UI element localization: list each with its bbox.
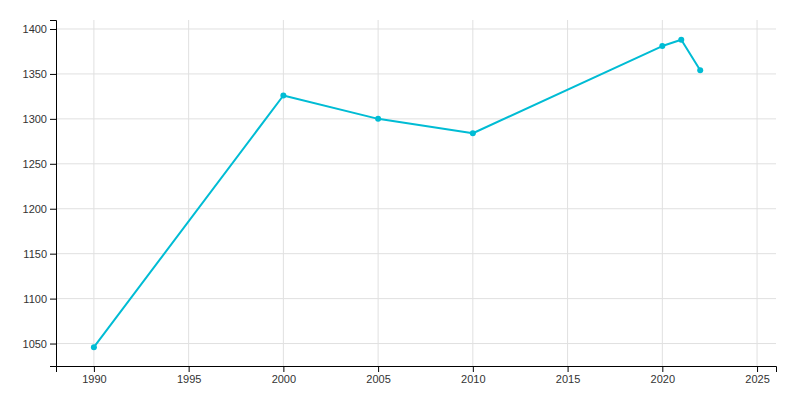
marks (91, 37, 703, 350)
plot: 1990 1995 2000 2005 2010 2015 2020 2025 1050 1100… (23, 20, 777, 385)
y-tick-label: 1200 (23, 203, 47, 215)
x-tick-label: 1990 (82, 373, 106, 385)
x-tick: 2025 (745, 366, 769, 385)
point (91, 344, 97, 350)
x-tick-label: 2005 (366, 373, 390, 385)
y-tick-label: 1150 (23, 248, 47, 260)
y-grid-line (56, 298, 776, 299)
x-grid-line (472, 20, 473, 366)
x-tick-mark (473, 366, 474, 372)
x-tick-label: 2015 (556, 373, 580, 385)
x-grid-line (93, 20, 94, 366)
y-tick-label: 1400 (23, 23, 47, 35)
y-tick: 1050 (23, 338, 56, 350)
y-tick-mark (50, 344, 56, 345)
y-tick-mark (50, 254, 56, 255)
x-grid-line (378, 20, 379, 366)
point (280, 92, 286, 98)
y-axis-line (50, 21, 57, 367)
x-grid-line (757, 20, 758, 366)
y-tick: 1350 (23, 68, 56, 80)
y-tick: 1150 (23, 248, 56, 260)
x-tick: 1990 (82, 366, 106, 385)
chart: 1990 1995 2000 2005 2010 2015 2020 2025 1050 1100… (0, 0, 800, 400)
y-tick: 1300 (23, 113, 56, 125)
x-tick-label: 2025 (745, 373, 769, 385)
x-axis-line (57, 367, 777, 373)
x-axis: 1990 1995 2000 2005 2010 2015 2020 2025 (57, 366, 777, 385)
x-tick: 1995 (177, 366, 201, 385)
x-grid-line (188, 20, 189, 366)
x-tick-mark (378, 366, 379, 372)
x-grid-line (662, 20, 663, 366)
y-tick-label: 1250 (23, 158, 47, 170)
x-tick: 2000 (272, 366, 296, 385)
y-tick-mark (50, 74, 56, 75)
y-tick-label: 1350 (23, 68, 47, 80)
y-tick-label: 1100 (23, 293, 47, 305)
y-tick: 1200 (23, 203, 56, 215)
point (697, 67, 703, 73)
x-tick-mark (189, 366, 190, 372)
x-tick-label: 2010 (461, 373, 485, 385)
y-tick-label: 1300 (23, 113, 47, 125)
y-tick: 1400 (23, 23, 56, 35)
y-grid-line (56, 28, 776, 29)
x-tick-label: 1995 (177, 373, 201, 385)
y-tick: 1100 (23, 293, 56, 305)
point (470, 130, 476, 136)
x-tick-mark (662, 366, 663, 372)
x-grid-line (567, 20, 568, 366)
x-tick-mark (283, 366, 284, 372)
y-grid-line (56, 163, 776, 164)
y-grid-line (56, 73, 776, 74)
y-tick-mark (50, 164, 56, 165)
y-tick-mark (50, 209, 56, 210)
y-tick-mark (50, 29, 56, 30)
x-tick: 2015 (556, 366, 580, 385)
x-tick-mark (568, 366, 569, 372)
point (375, 116, 381, 122)
y-tick-mark (50, 299, 56, 300)
y-grid-line (56, 343, 776, 344)
y-grid-line (56, 118, 776, 119)
x-tick: 2010 (461, 366, 485, 385)
y-tick-label: 1050 (23, 338, 47, 350)
point (678, 37, 684, 43)
x-tick-label: 2020 (651, 373, 675, 385)
x-tick-mark (757, 366, 758, 372)
x-tick-mark (94, 366, 95, 372)
y-axis: 1050 1100 1150 1200 1250 1300 1350 1400 (23, 21, 57, 367)
grid (56, 20, 776, 366)
point (659, 43, 665, 49)
x-tick-label: 2000 (272, 373, 296, 385)
y-tick-mark (50, 119, 56, 120)
x-tick: 2005 (366, 366, 390, 385)
x-tick: 2020 (651, 366, 675, 385)
y-tick: 1250 (23, 158, 56, 170)
y-grid-line (56, 208, 776, 209)
x-grid-line (283, 20, 284, 366)
line (94, 40, 700, 347)
